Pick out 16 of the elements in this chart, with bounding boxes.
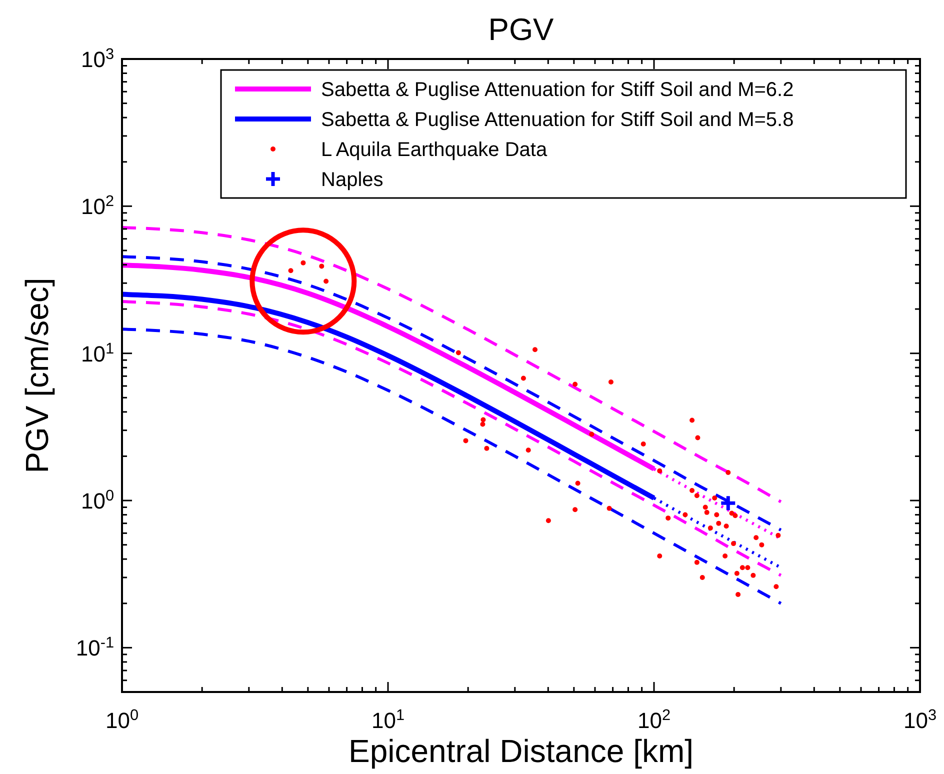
y-tick-label: 10$^{3}$ xyxy=(80,46,114,72)
y-axis-title: PGV [cm/sec] xyxy=(19,278,55,474)
legend-label: Naples xyxy=(321,169,384,191)
x-axis-title: Epicentral Distance [km] xyxy=(348,733,694,769)
legend-label: L Aquila Earthquake Data xyxy=(321,139,548,161)
x-tick-label: 10$^{0}$ xyxy=(105,706,139,733)
x-tick-label: 10$^{2}$ xyxy=(637,706,671,733)
y-tick-label: 10$^{2}$ xyxy=(80,192,114,220)
chart-title: PGV xyxy=(488,12,554,47)
legend-label: Sabetta & Puglise Attenuation for Stiff Soil and M=5.8 xyxy=(321,109,794,131)
y-tick-label: 10$^{1}$ xyxy=(80,340,114,366)
x-tick-label: 10$^{1}$ xyxy=(371,706,405,733)
legend-label: Sabetta & Puglise Attenuation for Stiff Soil and M=6.2 xyxy=(321,79,794,101)
y-tick-label: 10$^{0}$ xyxy=(80,487,114,514)
y-tick-label: 10$^{-1}$ xyxy=(76,634,114,661)
x-tick-label: 10$^{3}$ xyxy=(903,706,937,733)
